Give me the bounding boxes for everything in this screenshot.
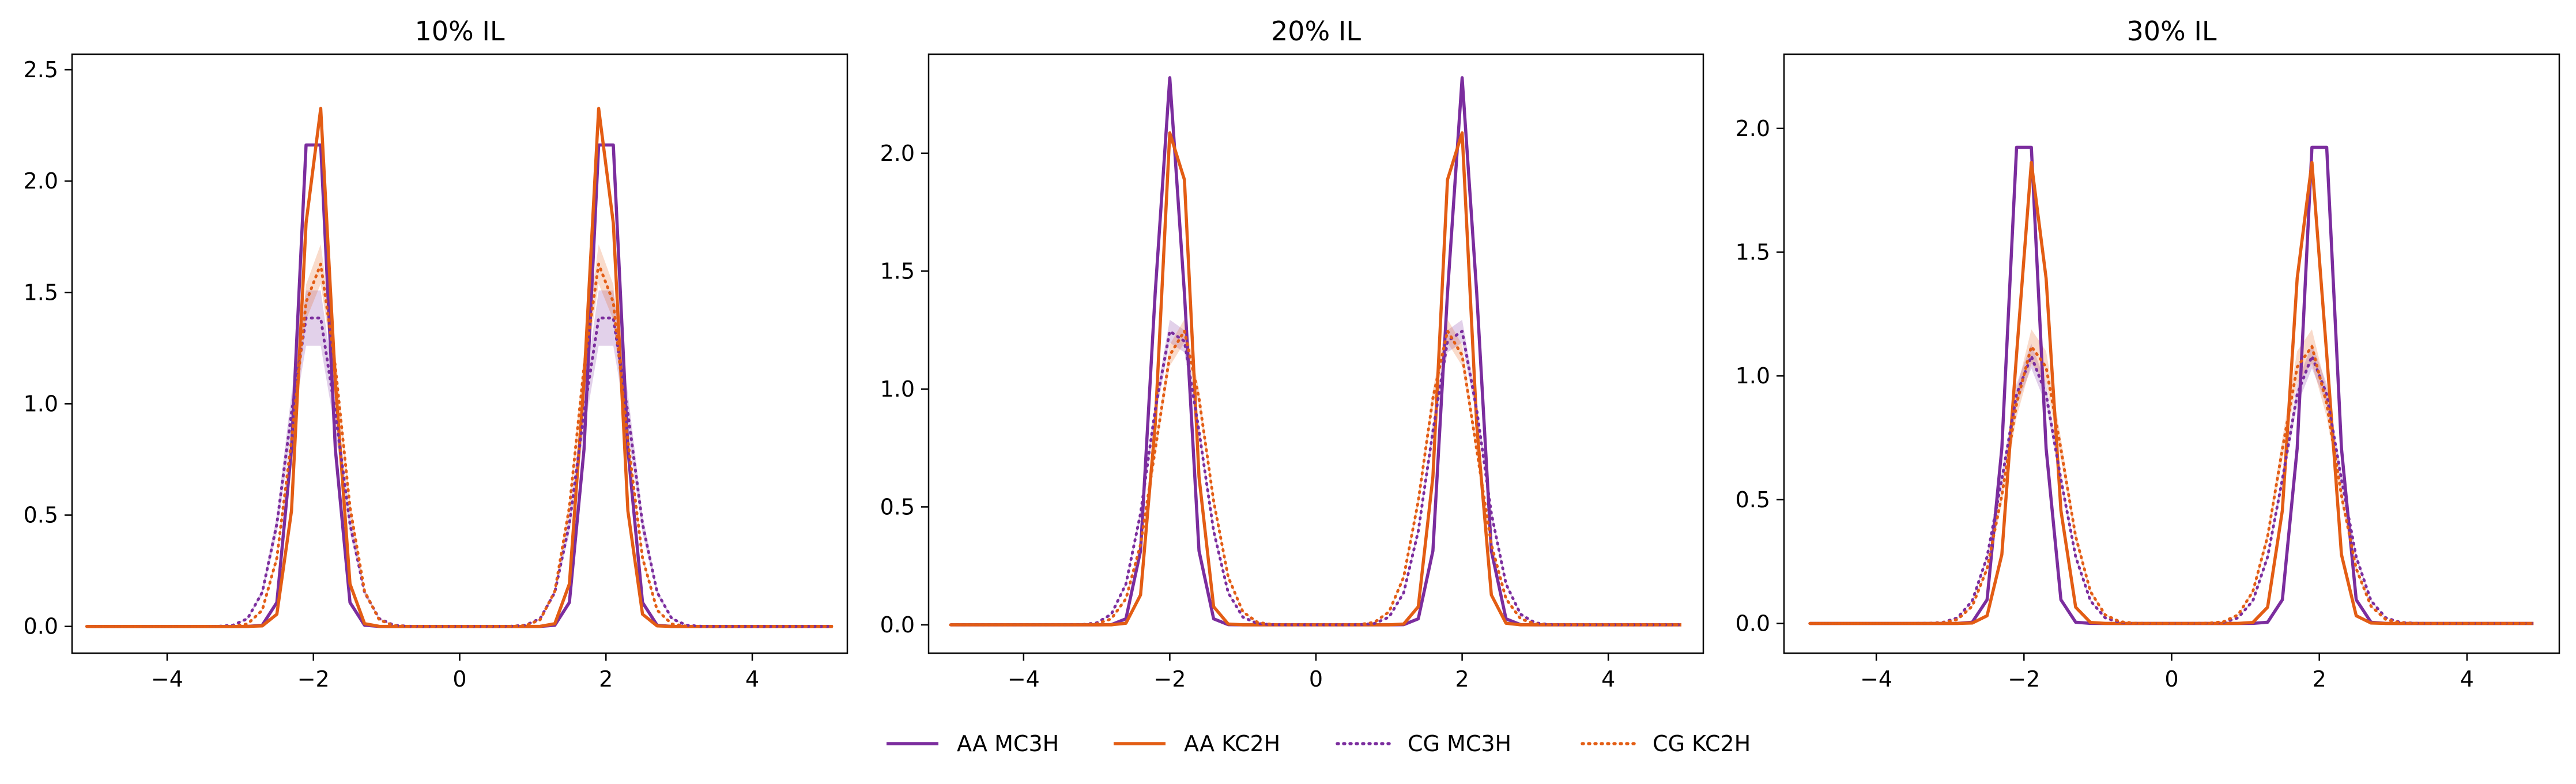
x-tick-label: −2 xyxy=(2008,666,2040,692)
series-line-cg-kc2h xyxy=(949,329,1683,627)
y-tick-label: 1.5 xyxy=(24,280,58,305)
x-tick-label: 4 xyxy=(2460,666,2474,692)
x-tick-label: −4 xyxy=(1008,666,1040,692)
x-tick-label: 2 xyxy=(1455,666,1469,692)
x-tick-label: −4 xyxy=(151,666,183,692)
y-tick-label: 0.5 xyxy=(1736,487,1770,512)
plot-area xyxy=(85,107,835,628)
series-line-cg-kc2h xyxy=(85,262,835,628)
y-tick-label: 2.5 xyxy=(24,57,58,82)
y-tick-label: 0.0 xyxy=(24,614,58,639)
legend-item-cg-kc2h: CG KC2H xyxy=(1581,731,1751,756)
legend-label-cg-kc2h: CG KC2H xyxy=(1653,731,1751,756)
y-tick-label: 1.5 xyxy=(1736,239,1770,265)
panel-title: 10% IL xyxy=(414,16,504,47)
y-tick-label: 0.0 xyxy=(1736,610,1770,636)
y-tick-label: 2.0 xyxy=(880,141,915,166)
legend-label-aa-mc3h: AA MC3H xyxy=(957,731,1059,756)
panel-title: 20% IL xyxy=(1271,16,1361,47)
x-tick-label: −2 xyxy=(1153,666,1186,692)
x-tick-label: 0 xyxy=(452,666,466,692)
legend-item-aa-kc2h: AA KC2H xyxy=(1114,731,1280,756)
x-tick-label: 0 xyxy=(2164,666,2178,692)
plot-area xyxy=(1808,145,2535,625)
x-tick-label: −4 xyxy=(1860,666,1892,692)
panel-20-il: 20% IL −4 −2 0 2 4 0.0 0.5 1.0 1.5 2.0 xyxy=(880,16,1704,692)
legend-label-aa-kc2h: AA KC2H xyxy=(1184,731,1280,756)
x-tick-label: 4 xyxy=(1601,666,1615,692)
legend-label-cg-mc3h: CG MC3H xyxy=(1408,731,1511,756)
y-tick-label: 1.0 xyxy=(24,391,58,416)
y-tick-label: 1.5 xyxy=(880,258,915,284)
y-tick-label: 2.0 xyxy=(1736,116,1770,141)
legend-item-cg-mc3h: CG MC3H xyxy=(1336,731,1511,756)
legend-item-aa-mc3h: AA MC3H xyxy=(887,731,1059,756)
x-tick-label: 4 xyxy=(745,666,759,692)
y-tick-label: 0.0 xyxy=(880,612,915,638)
y-tick-label: 1.0 xyxy=(1736,363,1770,389)
panel-30-il: 30% IL −4 −2 0 2 4 0.0 0.5 1.0 1.5 2.0 xyxy=(1736,16,2560,692)
panel-10-il: 10% IL −4 −2 0 2 4 0.0 0.5 1.0 1.5 2.0 2.5 xyxy=(24,16,848,692)
y-tick-label: 2.0 xyxy=(24,168,58,194)
y-tick-label: 1.0 xyxy=(880,376,915,402)
x-tick-label: 2 xyxy=(2313,666,2326,692)
x-tick-label: −2 xyxy=(297,666,330,692)
plot-area xyxy=(949,76,1683,627)
y-tick-label: 0.5 xyxy=(880,494,915,519)
panel-title: 30% IL xyxy=(2126,16,2216,47)
series-line-cg-kc2h xyxy=(1808,345,2535,625)
x-tick-label: 2 xyxy=(599,666,613,692)
x-tick-label: 0 xyxy=(1309,666,1323,692)
y-tick-label: 0.5 xyxy=(24,503,58,528)
legend: AA MC3H AA KC2H CG MC3H CG KC2H xyxy=(887,731,1751,756)
